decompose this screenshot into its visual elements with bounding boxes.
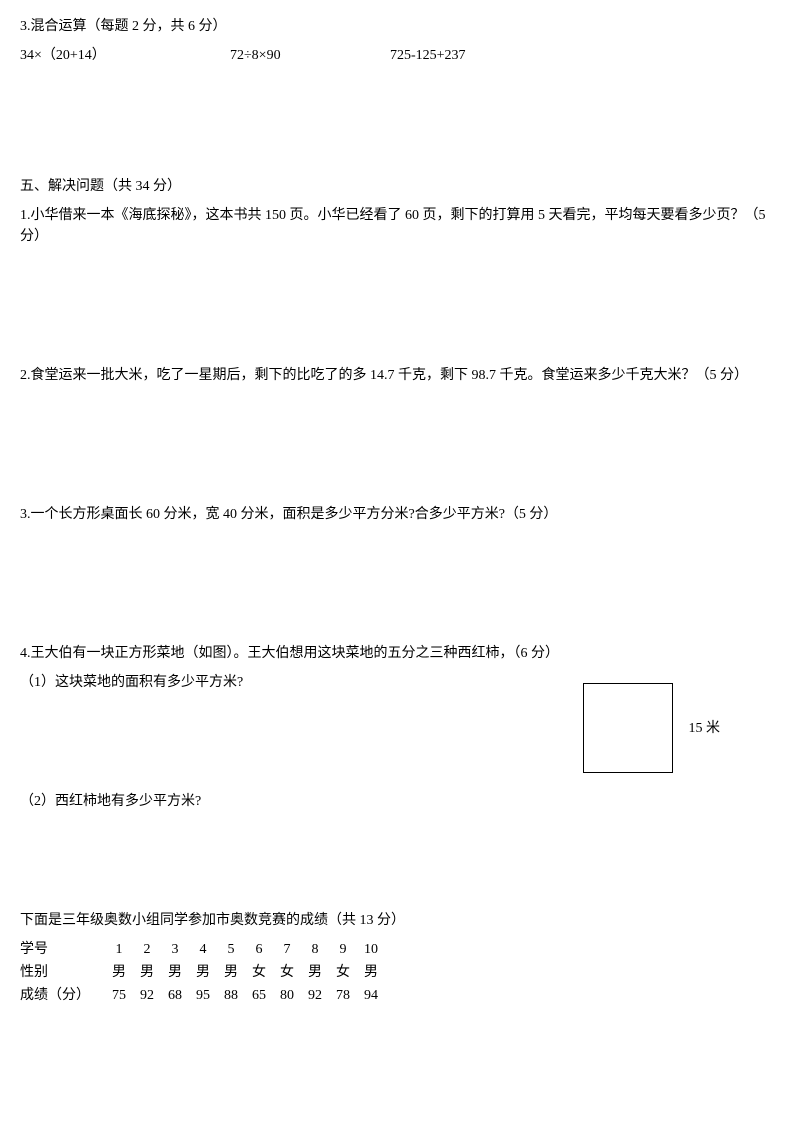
section5-p2: 2.食堂运来一批大米，吃了一星期后，剩下的比吃了的多 14.7 千克，剩下 98… [20,365,780,386]
q3-expressions: 34×（20+14） 72÷8×90 725-125+237 [20,45,780,66]
section5-title: 五、解决问题（共 34 分） [20,176,780,197]
stats-id-1: 1 [108,939,136,962]
stats-s-2: 92 [136,985,164,1008]
stats-s-4: 95 [192,985,220,1008]
section5-p4-sub2: （2）西红柿地有多少平方米? [20,791,780,812]
stats-row-score: 成绩（分） 75 92 68 95 88 65 80 92 78 94 [20,985,388,1008]
stats-gender-label: 性别 [20,962,108,985]
section5-p1: 1.小华借来一本《海底探秘》，这本书共 150 页。小华已经看了 60 页，剩下… [20,205,780,247]
stats-s-10: 94 [360,985,388,1008]
stats-s-8: 92 [304,985,332,1008]
stats-id-7: 7 [276,939,304,962]
stats-id-8: 8 [304,939,332,962]
stats-id-9: 9 [332,939,360,962]
stats-g-5: 男 [220,962,248,985]
stats-s-5: 88 [220,985,248,1008]
stats-g-3: 男 [164,962,192,985]
stats-g-8: 男 [304,962,332,985]
stats-table: 学号 1 2 3 4 5 6 7 8 9 10 性别 男 男 男 男 男 女 女… [20,939,388,1008]
stats-row-gender: 性别 男 男 男 男 男 女 女 男 女 男 [20,962,388,985]
stats-s-7: 80 [276,985,304,1008]
stats-g-4: 男 [192,962,220,985]
square-side-label: 15 米 [689,718,721,739]
stats-intro: 下面是三年级奥数小组同学参加市奥数竞赛的成绩（共 13 分） [20,910,780,931]
stats-g-10: 男 [360,962,388,985]
q3-title: 3.混合运算（每题 2 分，共 6 分） [20,16,780,37]
stats-g-6: 女 [248,962,276,985]
q3-expr3: 725-125+237 [390,45,466,66]
stats-id-6: 6 [248,939,276,962]
square-shape [583,683,673,773]
stats-id-10: 10 [360,939,388,962]
stats-id-3: 3 [164,939,192,962]
q3-expr1: 34×（20+14） [20,45,230,66]
stats-g-1: 男 [108,962,136,985]
stats-g-9: 女 [332,962,360,985]
square-diagram: 15 米 [583,683,721,773]
stats-score-label: 成绩（分） [20,985,108,1008]
section5-p4-wrap: 4.王大伯有一块正方形菜地（如图）。王大伯想用这块菜地的五分之三种西红柿，（6 … [20,643,780,812]
section5-p3: 3.一个长方形桌面长 60 分米，宽 40 分米，面积是多少平方分米?合多少平方… [20,504,780,525]
stats-s-9: 78 [332,985,360,1008]
stats-s-1: 75 [108,985,136,1008]
stats-id-2: 2 [136,939,164,962]
stats-id-4: 4 [192,939,220,962]
stats-row-id: 学号 1 2 3 4 5 6 7 8 9 10 [20,939,388,962]
stats-g-7: 女 [276,962,304,985]
stats-id-label: 学号 [20,939,108,962]
stats-id-5: 5 [220,939,248,962]
section5-p4-line1: 4.王大伯有一块正方形菜地（如图）。王大伯想用这块菜地的五分之三种西红柿，（6 … [20,643,780,664]
stats-g-2: 男 [136,962,164,985]
stats-s-3: 68 [164,985,192,1008]
q3-expr2: 72÷8×90 [230,45,390,66]
stats-s-6: 65 [248,985,276,1008]
